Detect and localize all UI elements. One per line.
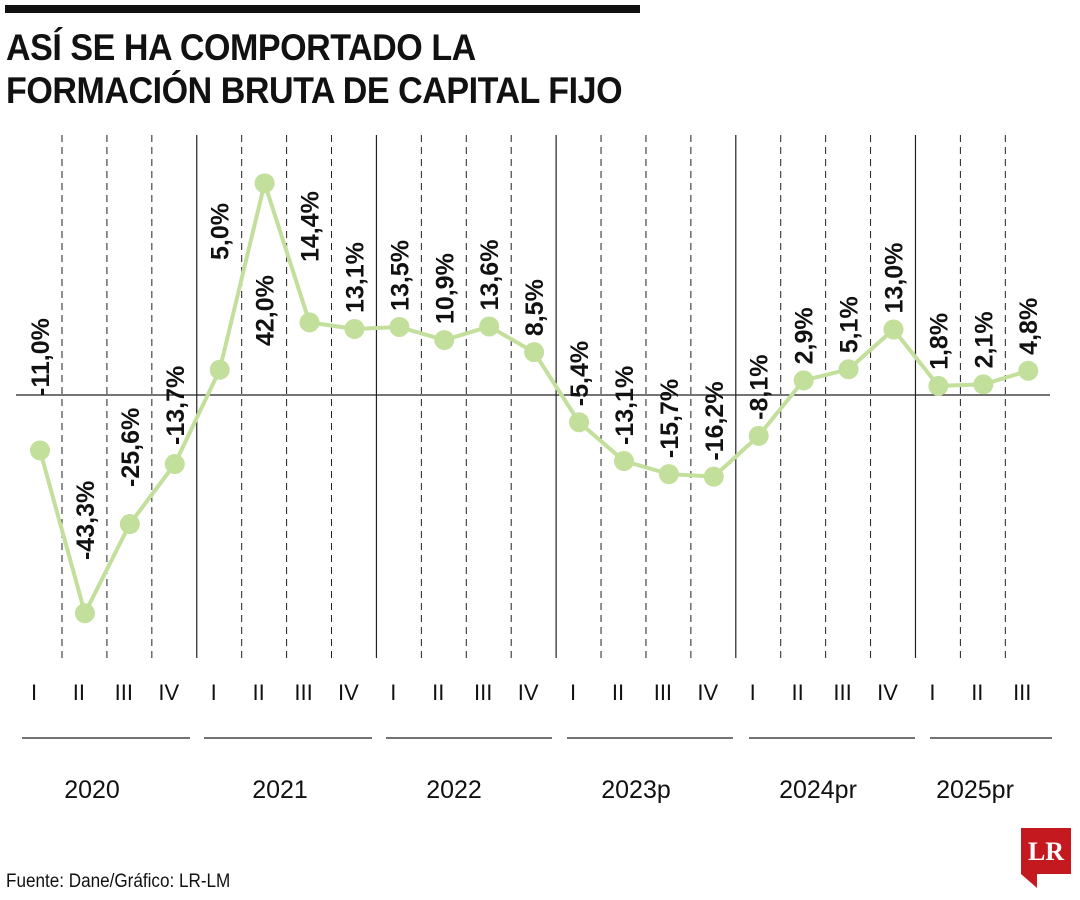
year-label: 2020: [64, 776, 120, 804]
data-label: 14,4%: [297, 191, 325, 262]
data-label: -15,7%: [656, 379, 684, 458]
data-label: 1,8%: [925, 313, 953, 370]
year-label: 2024pr: [779, 776, 857, 804]
quarter-tick-label: II: [612, 680, 624, 705]
data-point: [748, 425, 769, 446]
data-label: -13,7%: [162, 366, 190, 445]
data-point: [613, 451, 634, 472]
quarter-tick-label: I: [211, 680, 217, 705]
quarter-tick-label: III: [474, 680, 492, 705]
quarter-tick-label: IV: [518, 680, 539, 705]
data-label: -43,3%: [72, 481, 100, 560]
source-note: Fuente: Dane/Gráfico: LR-LM: [6, 871, 231, 892]
lr-logo-badge: [1021, 828, 1071, 888]
data-point: [793, 370, 814, 391]
quarter-tick-label: IV: [338, 680, 359, 705]
data-label: 42,0%: [252, 275, 280, 346]
data-point: [30, 440, 50, 461]
data-point: [838, 359, 859, 380]
data-label: -16,2%: [701, 381, 729, 460]
data-point: [569, 412, 590, 433]
data-point: [434, 330, 455, 351]
data-label: 2,1%: [970, 311, 998, 368]
data-point: [164, 454, 185, 475]
quarter-tick-label: III: [654, 680, 672, 705]
quarter-tick-label: II: [432, 680, 444, 705]
quarter-tick-label: II: [792, 680, 804, 705]
data-point: [658, 464, 679, 485]
year-label: 2025pr: [936, 776, 1014, 804]
data-point: [389, 316, 410, 337]
data-point: [74, 603, 95, 624]
data-label: 8,5%: [521, 279, 549, 336]
data-point: [344, 318, 365, 339]
top-rule: [5, 5, 640, 13]
quarter-tick-label: IV: [877, 680, 898, 705]
quarter-tick-label: I: [570, 680, 576, 705]
quarter-tick-label: IV: [158, 680, 179, 705]
data-point: [479, 316, 500, 337]
quarter-tick-label: III: [115, 680, 133, 705]
data-point: [928, 375, 949, 396]
data-label: -11,0%: [27, 318, 55, 396]
data-point: [703, 466, 724, 487]
data-point: [883, 319, 904, 340]
chart-title: ASÍ SE HA COMPORTADO LA FORMACIÓN BRUTA …: [6, 26, 650, 112]
data-label: -8,1%: [746, 355, 774, 420]
lr-logo: LR: [1021, 828, 1071, 888]
data-point: [254, 173, 275, 194]
year-label: 2023p: [601, 776, 671, 804]
data-point: [299, 312, 320, 333]
data-label: -25,6%: [117, 408, 145, 487]
year-label: 2021: [252, 776, 308, 804]
title-line-1: ASÍ SE HA COMPORTADO LA: [6, 27, 476, 68]
data-label: -13,1%: [611, 366, 639, 445]
data-label: -5,4%: [566, 341, 594, 406]
lr-logo-text: LR: [1028, 837, 1064, 866]
data-point: [209, 359, 230, 380]
year-label: 2022: [426, 776, 482, 804]
data-label: 5,1%: [836, 296, 864, 353]
data-label: 13,6%: [476, 240, 504, 311]
title-line-2: FORMACIÓN BRUTA DE CAPITAL FIJO: [6, 70, 623, 111]
quarter-tick-label: II: [252, 680, 264, 705]
data-label: 13,0%: [880, 243, 908, 314]
data-point: [524, 342, 545, 363]
quarter-tick-label: IV: [697, 680, 718, 705]
quarter-tick-label: II: [73, 680, 85, 705]
quarter-tick-label: III: [1013, 680, 1031, 705]
data-label: 10,9%: [431, 253, 459, 324]
data-label: 13,1%: [341, 242, 369, 313]
data-point: [119, 514, 140, 535]
quarter-tick-label: I: [390, 680, 396, 705]
data-point: [1018, 360, 1039, 381]
quarter-tick-label: III: [833, 680, 851, 705]
quarter-tick-label: I: [31, 680, 37, 705]
data-label: 4,8%: [1015, 298, 1043, 355]
quarter-tick-label: I: [929, 680, 935, 705]
quarter-tick-label: II: [971, 680, 983, 705]
data-label: 5,0%: [207, 203, 235, 260]
data-point: [973, 374, 994, 395]
data-label: 13,5%: [386, 240, 414, 311]
quarter-tick-label: III: [294, 680, 312, 705]
data-label: 2,9%: [791, 307, 819, 364]
line-chart: -11,0% -43,3% -25,6% -13,7% 5,0% 42,0% 14,4% 13…: [16, 135, 1052, 804]
quarter-tick-label: I: [750, 680, 756, 705]
